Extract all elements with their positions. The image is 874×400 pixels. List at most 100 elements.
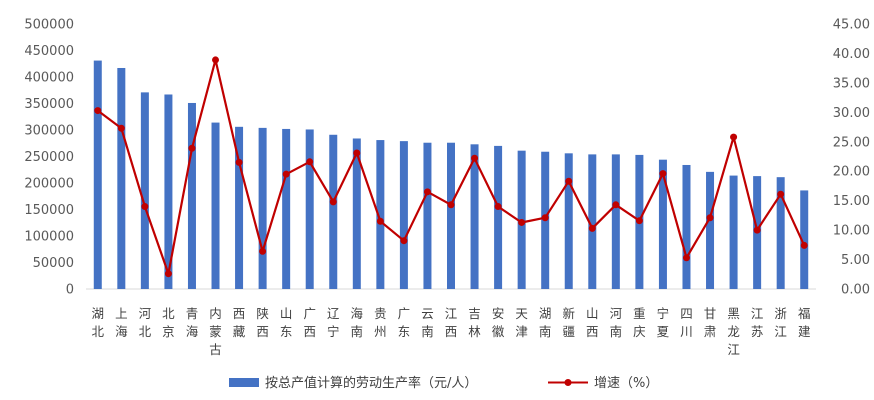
line-point xyxy=(753,226,761,234)
right-tick-label: 35.00 xyxy=(833,76,870,91)
bar xyxy=(258,127,267,289)
category-label: 浙江 xyxy=(774,306,787,339)
category-label: 四川 xyxy=(680,306,693,339)
bar-series xyxy=(93,60,809,290)
bar xyxy=(706,171,715,289)
right-tick-label: 30.00 xyxy=(833,106,870,121)
bar xyxy=(376,140,385,289)
left-tick-label: 350000 xyxy=(24,97,74,112)
category-label: 贵州 xyxy=(374,306,387,339)
bar xyxy=(305,129,314,289)
category-label: 陕西 xyxy=(256,306,269,339)
category-label: 河北 xyxy=(139,306,152,339)
line-point xyxy=(612,201,620,209)
bar xyxy=(682,164,691,289)
right-axis-ticks: 0.00 5.00 10.00 15.00 20.00 25.00 30.00 35.00 40… xyxy=(833,18,870,298)
line-point xyxy=(188,144,196,152)
bar xyxy=(494,145,503,289)
category-label: 河南 xyxy=(610,306,623,339)
line-point xyxy=(471,154,479,162)
bar xyxy=(93,60,102,289)
bar xyxy=(164,94,173,290)
left-tick-label: 100000 xyxy=(24,230,74,245)
line-point xyxy=(659,170,667,178)
category-label: 吉林 xyxy=(468,306,481,339)
category-label: 甘肃 xyxy=(704,306,717,339)
bar xyxy=(447,142,455,289)
right-tick-label: 25.00 xyxy=(833,135,870,150)
category-label: 福建 xyxy=(798,306,811,339)
left-tick-label: 500000 xyxy=(24,18,74,33)
legend-bar-label: 按总产值计算的劳动生产率（元/人） xyxy=(265,375,477,391)
line-point xyxy=(212,56,220,64)
left-tick-label: 450000 xyxy=(24,44,74,59)
bar xyxy=(329,134,338,289)
right-tick-label: 0.00 xyxy=(841,283,870,298)
bar xyxy=(776,177,785,289)
line-point xyxy=(541,214,549,222)
left-axis-ticks: 0 50000 100000 150000 200000 250000 300000 3500… xyxy=(24,18,74,298)
category-label: 海南 xyxy=(351,306,364,339)
category-label: 天津 xyxy=(515,306,528,339)
category-label: 新疆 xyxy=(562,306,575,339)
category-label: 内蒙古 xyxy=(209,306,222,357)
line-point xyxy=(635,217,643,225)
line-point xyxy=(164,270,172,278)
right-tick-label: 20.00 xyxy=(833,165,870,180)
bar xyxy=(423,142,432,289)
right-tick-label: 5.00 xyxy=(841,253,870,268)
left-tick-label: 200000 xyxy=(24,177,74,192)
legend-line-label: 增速（%） xyxy=(594,376,658,391)
category-label: 青海 xyxy=(186,306,199,339)
line-point xyxy=(588,224,596,232)
bar xyxy=(588,154,597,289)
line-point xyxy=(730,133,738,141)
legend-bar-swatch xyxy=(229,378,259,387)
category-label: 山西 xyxy=(586,306,599,339)
right-tick-label: 45.00 xyxy=(833,18,870,33)
category-label: 西藏 xyxy=(233,306,246,339)
line-point xyxy=(777,190,785,198)
line-point xyxy=(518,218,526,226)
bar xyxy=(352,138,361,289)
category-label: 云南 xyxy=(421,306,434,339)
bar xyxy=(140,92,149,290)
line-point xyxy=(259,247,267,255)
right-tick-label: 10.00 xyxy=(833,224,870,239)
category-label: 江苏 xyxy=(751,306,764,339)
category-label: 上海 xyxy=(115,306,128,339)
category-label: 山东 xyxy=(280,306,293,339)
line-point xyxy=(400,237,408,245)
category-label: 江西 xyxy=(445,306,458,339)
category-labels: 湖北上海河北北京青海内蒙古西藏陕西山东广西辽宁海南贵州广东云南江西吉林安徽天津湖… xyxy=(92,306,811,357)
bar xyxy=(399,141,408,289)
category-label: 安徽 xyxy=(492,306,505,339)
category-label: 黑龙江 xyxy=(727,306,740,357)
category-label: 湖北 xyxy=(92,306,105,339)
line-point xyxy=(235,158,243,166)
left-tick-label: 250000 xyxy=(24,150,74,165)
left-tick-label: 300000 xyxy=(24,124,74,139)
line-point xyxy=(682,254,690,262)
line-point xyxy=(329,198,337,206)
line-point xyxy=(306,158,314,166)
line-point xyxy=(141,203,149,211)
line-point xyxy=(282,170,290,178)
bar xyxy=(800,190,809,289)
line-series xyxy=(94,56,808,278)
line-point xyxy=(353,149,361,157)
line-point xyxy=(423,188,431,196)
category-label: 广东 xyxy=(398,306,411,339)
line-point xyxy=(447,201,455,209)
line-point xyxy=(494,203,502,211)
bar xyxy=(729,175,738,289)
line-point xyxy=(117,124,125,132)
bar xyxy=(117,67,126,290)
bar xyxy=(611,154,620,289)
category-label: 北京 xyxy=(162,306,175,339)
category-label: 宁夏 xyxy=(657,306,670,339)
bar xyxy=(187,102,196,289)
right-tick-label: 15.00 xyxy=(833,194,870,209)
category-label: 湖南 xyxy=(539,306,552,339)
